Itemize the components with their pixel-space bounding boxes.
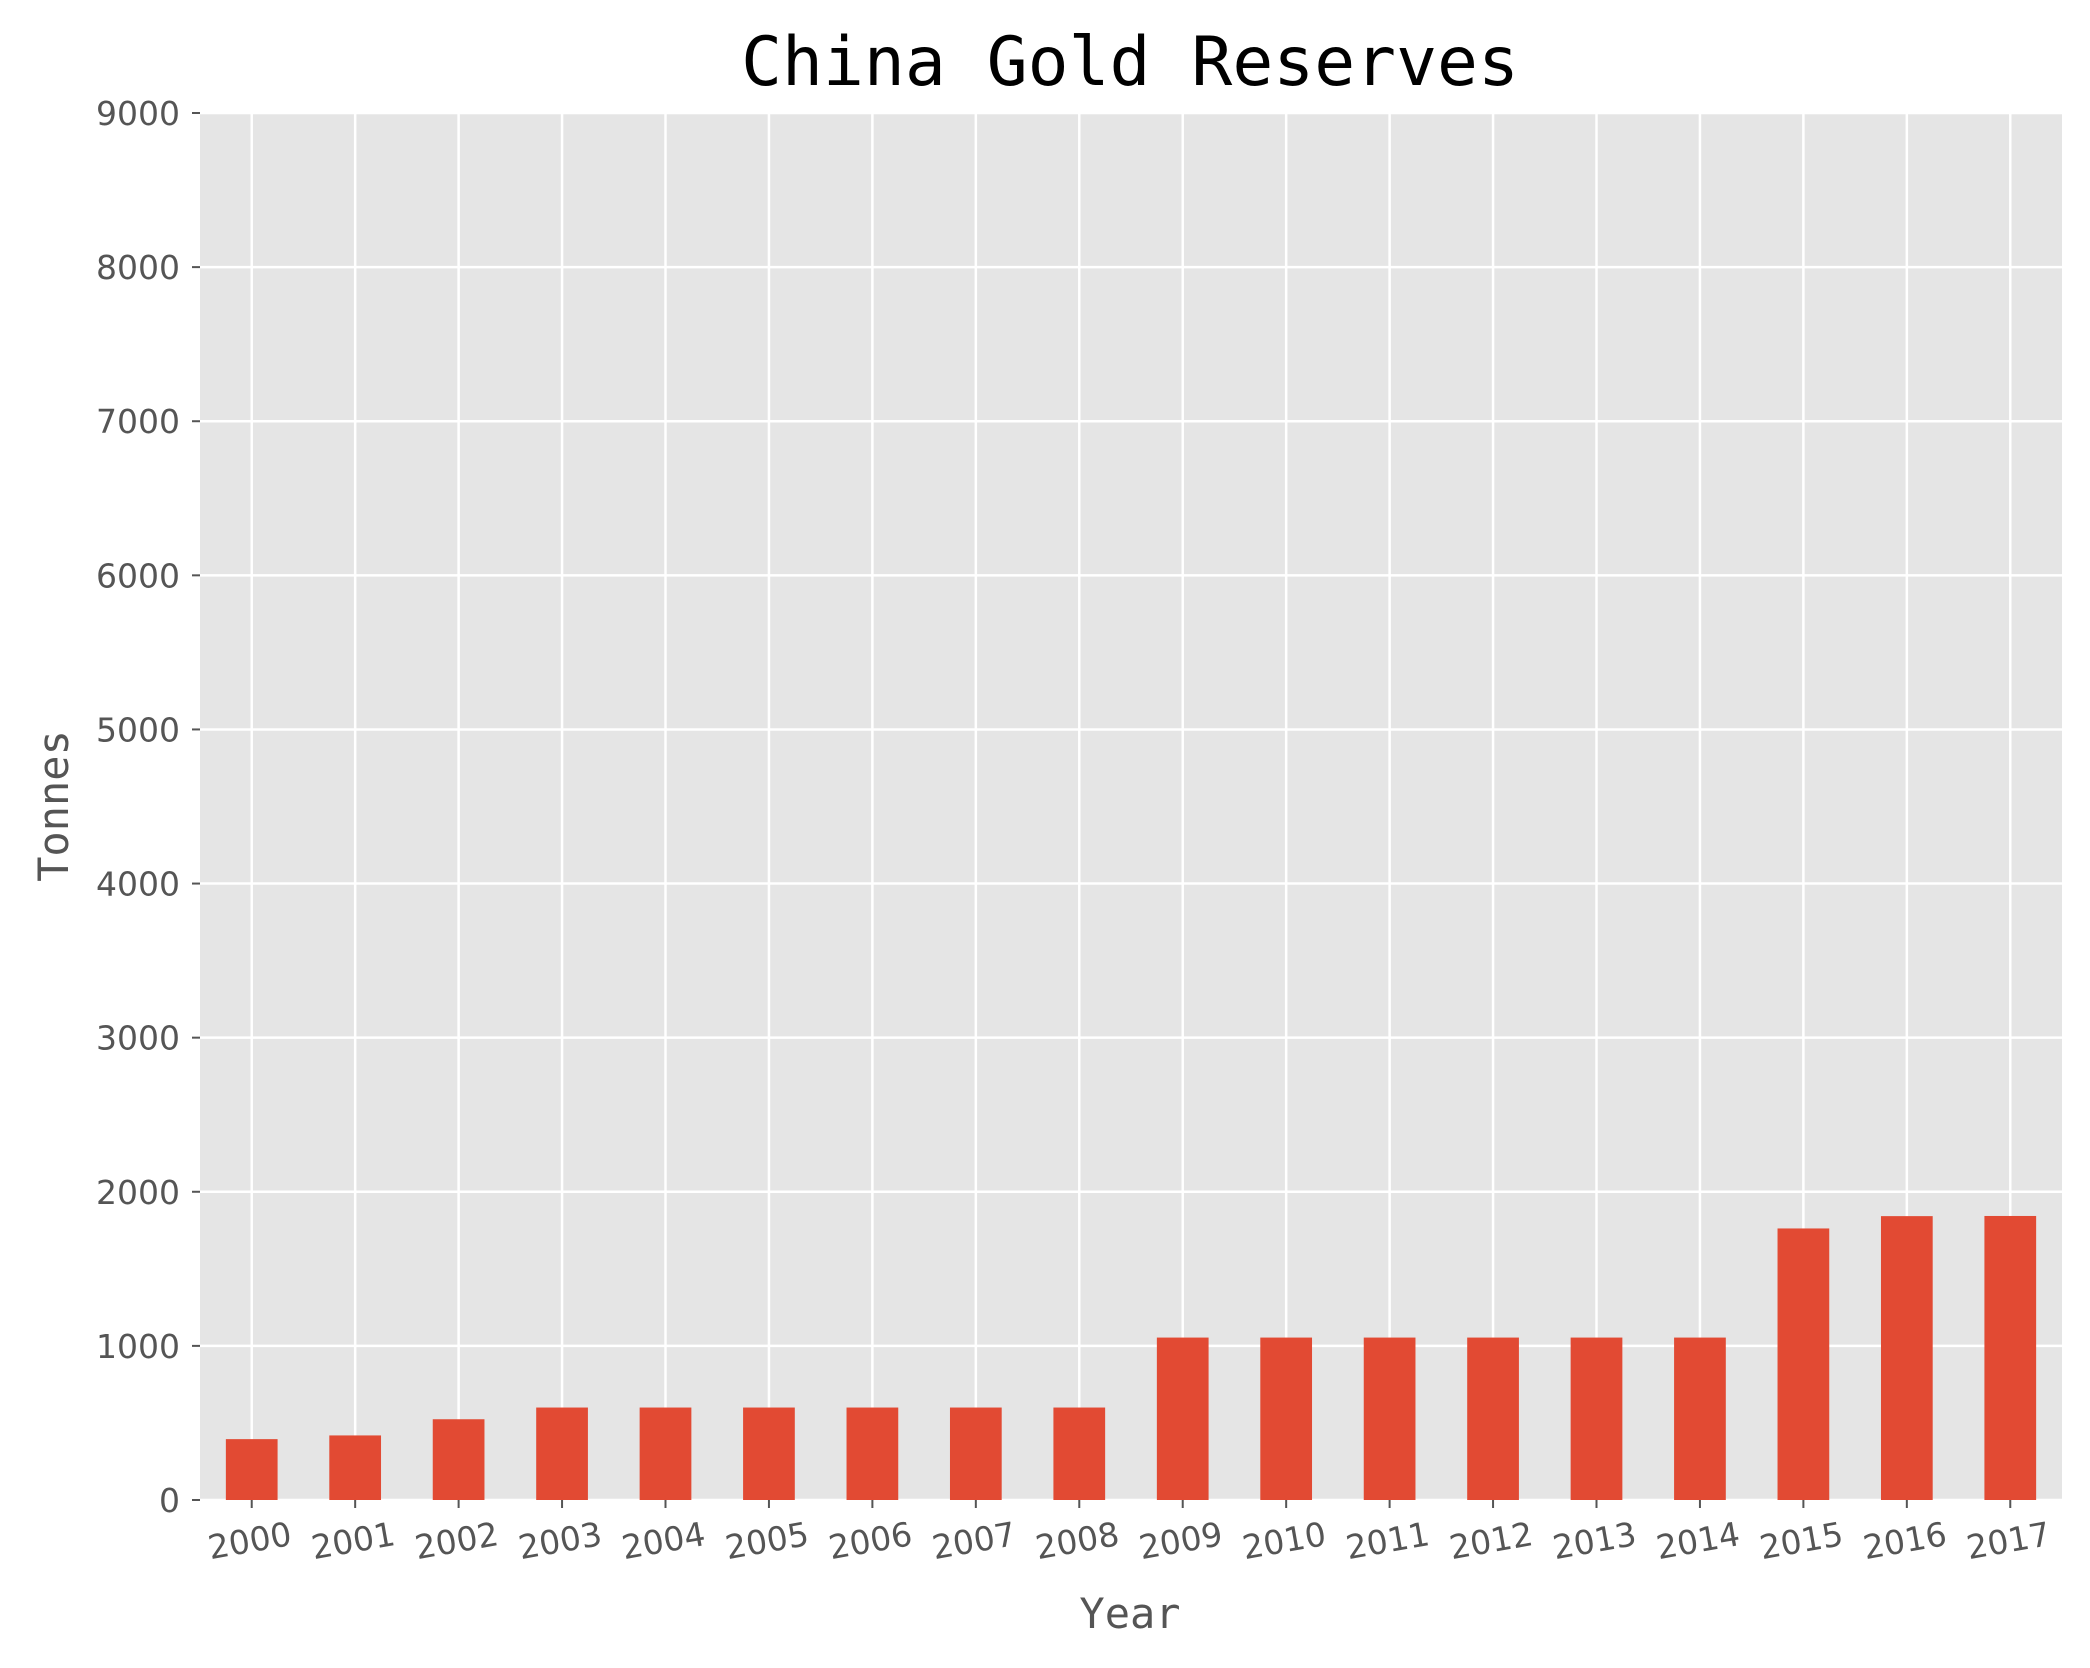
bars: [225, 1215, 2037, 1500]
y-tick-label: 9000: [96, 94, 180, 133]
x-tick-label: 2011: [1343, 1514, 1432, 1567]
x-axis-label: Year: [1079, 1589, 1180, 1638]
x-tick-label: 2001: [308, 1514, 397, 1567]
bar-2015: [1777, 1228, 1830, 1500]
bar-2014: [1674, 1337, 1726, 1500]
bar-2010: [1260, 1337, 1313, 1500]
x-tick-label: 2012: [1446, 1514, 1535, 1567]
bar-2003: [536, 1407, 588, 1500]
bar-2017: [1984, 1215, 2037, 1500]
bar-2000: [225, 1439, 278, 1500]
x-tick-label: 2003: [515, 1514, 604, 1567]
bar-2006: [846, 1407, 899, 1500]
bar-2013: [1570, 1337, 1623, 1500]
x-tick-label: 2008: [1033, 1514, 1122, 1567]
x-axis-ticks: 2000 2001 2002 2003 2004 2005 2006 2007 2008 2009…: [205, 1500, 2053, 1567]
bar-2005: [743, 1407, 795, 1500]
y-axis-label: Tonnes: [29, 730, 78, 882]
x-tick-label: 2015: [1757, 1514, 1846, 1567]
x-tick-label: 2017: [1964, 1514, 2053, 1567]
x-tick-label: 2006: [826, 1514, 915, 1567]
y-tick-label: 4000: [96, 865, 180, 904]
x-tick-label: 2014: [1653, 1514, 1742, 1567]
x-tick-label: 2007: [929, 1514, 1018, 1567]
grid-lines: [200, 111, 2062, 1502]
y-axis-ticks: 0 1000 2000 3000 4000 5000 6000 7000 8000 9000: [96, 94, 200, 1520]
x-tick-label: 2010: [1239, 1514, 1328, 1567]
bar-2008: [1053, 1407, 1106, 1500]
bar-2011: [1363, 1337, 1416, 1500]
bar-2009: [1156, 1337, 1209, 1500]
bar-2001: [329, 1435, 382, 1500]
x-tick-label: 2016: [1860, 1514, 1949, 1567]
bar-2004: [639, 1407, 692, 1500]
x-tick-label: 2005: [722, 1514, 811, 1567]
x-tick-label: 2004: [619, 1514, 708, 1567]
x-tick-label: 2000: [205, 1514, 294, 1567]
bar-2007: [949, 1407, 1002, 1500]
plot-area: [200, 113, 2062, 1500]
bar-2016: [1880, 1216, 1933, 1500]
chart-title: China Gold Reserves: [741, 23, 1519, 102]
y-tick-label: 5000: [96, 710, 180, 749]
x-tick-label: 2013: [1550, 1514, 1639, 1567]
y-tick-label: 8000: [96, 248, 180, 287]
y-tick-label: 6000: [96, 556, 180, 595]
y-tick-label: 0: [159, 1481, 180, 1520]
bar-2002: [432, 1419, 485, 1500]
bar-2012: [1467, 1337, 1519, 1500]
y-tick-label: 7000: [96, 402, 180, 441]
y-tick-label: 3000: [96, 1019, 180, 1058]
y-tick-label: 2000: [96, 1173, 180, 1212]
x-tick-label: 2002: [412, 1514, 501, 1567]
x-tick-label: 2009: [1136, 1514, 1225, 1567]
y-tick-label: 1000: [96, 1327, 180, 1366]
